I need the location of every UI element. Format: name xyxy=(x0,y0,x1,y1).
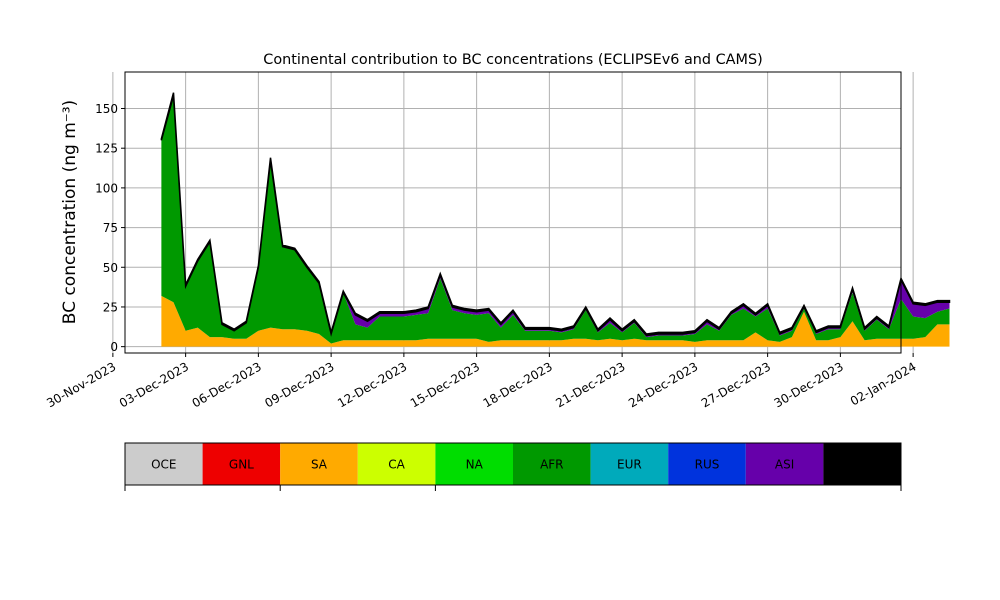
x-tick-label: 18-Dec-2023 xyxy=(481,359,555,410)
x-tick-label: 27-Dec-2023 xyxy=(699,359,773,410)
x-tick-label: 15-Dec-2023 xyxy=(408,359,482,410)
legend-colorbar: OCE GNL SA CA NA AFR EUR RUS ASI AUS xyxy=(124,442,902,491)
chart-title: Continental contribution to BC concentra… xyxy=(263,52,762,68)
x-tick-label: 24-Dec-2023 xyxy=(626,359,700,410)
legend-swatch-oce xyxy=(125,443,203,485)
legend-label-na: NA xyxy=(466,458,484,472)
y-tick-label: 0 xyxy=(110,340,118,354)
y-axis-label: BC concentration (ng m⁻³) xyxy=(60,100,80,324)
legend-swatch-rus xyxy=(668,443,746,485)
x-tick-label: 03-Dec-2023 xyxy=(117,359,191,410)
y-tick-label: 25 xyxy=(103,300,118,314)
legend-label-ca: CA xyxy=(388,458,405,472)
legend-swatch-asi xyxy=(745,443,824,485)
legend-label-asi: ASI xyxy=(775,458,794,472)
y-tick-label: 100 xyxy=(95,181,118,195)
x-tick-label: 21-Dec-2023 xyxy=(553,359,627,410)
legend-swatch-gnl xyxy=(202,443,281,485)
x-tick-label: 02-Jan-2024 xyxy=(848,359,919,408)
y-tick-label: 50 xyxy=(103,261,118,275)
y-tick-label: 150 xyxy=(95,102,118,116)
grid xyxy=(112,72,914,353)
x-tick-label: 09-Dec-2023 xyxy=(262,359,336,410)
legend-swatch-afr xyxy=(513,443,591,485)
y-tick-label: 75 xyxy=(103,221,118,235)
legend-frame xyxy=(124,442,902,486)
legend-label-eur: EUR xyxy=(617,458,642,472)
legend-swatch-ca xyxy=(357,443,436,485)
x-axis: 30-Nov-202303-Dec-202306-Dec-202309-Dec-… xyxy=(44,353,919,410)
legend-label-sa: SA xyxy=(311,458,328,472)
legend-swatch-aus xyxy=(823,443,901,485)
legend-swatch-na xyxy=(435,443,513,485)
x-tick-label: 06-Dec-2023 xyxy=(190,359,264,410)
area-aus xyxy=(160,92,951,337)
legend-label-rus: RUS xyxy=(695,458,720,472)
x-tick-label: 12-Dec-2023 xyxy=(335,359,409,410)
legend-swatch-sa xyxy=(280,443,358,485)
plot-frame xyxy=(124,71,902,354)
legend-swatch-eur xyxy=(590,443,669,485)
stacked-areas xyxy=(160,92,951,347)
y-tick-label: 125 xyxy=(95,142,118,156)
legend-label-gnl: GNL xyxy=(229,458,254,472)
legend-label-afr: AFR xyxy=(540,458,563,472)
x-tick-label: 30-Nov-2023 xyxy=(44,359,118,410)
x-tick-label: 30-Dec-2023 xyxy=(772,359,846,410)
legend-label-aus: AUS xyxy=(850,458,875,472)
y-axis: 0 25 50 75 100 125 150 xyxy=(95,102,125,354)
legend-label-oce: OCE xyxy=(151,458,176,472)
area-sa xyxy=(161,295,950,347)
